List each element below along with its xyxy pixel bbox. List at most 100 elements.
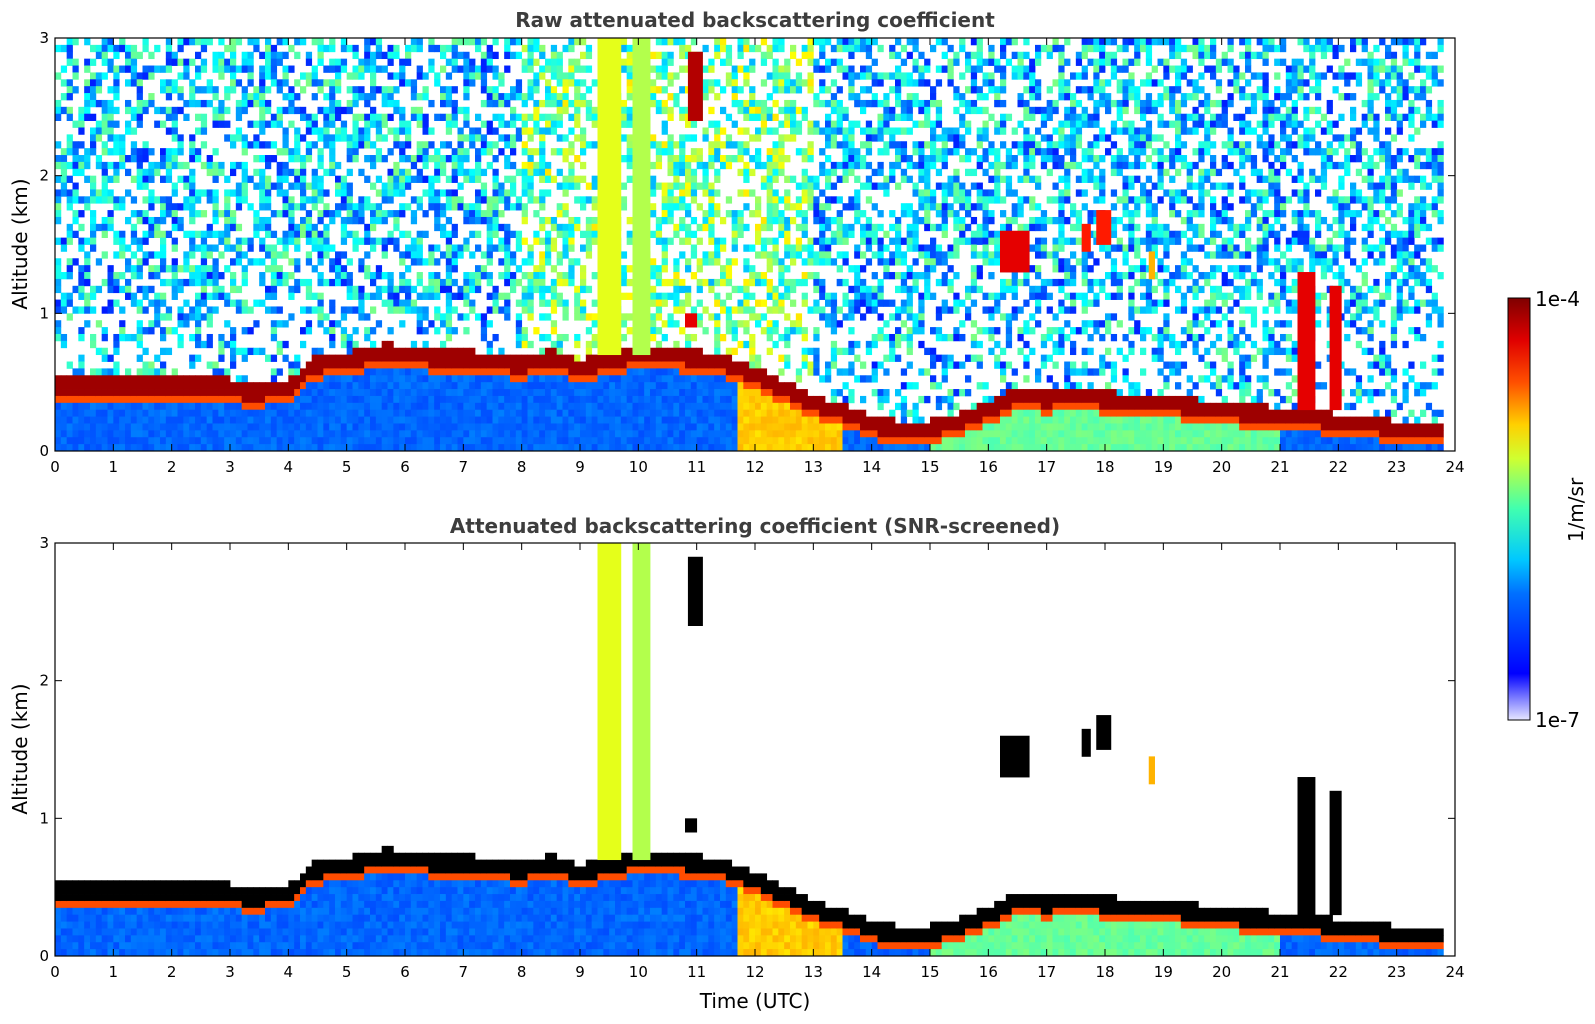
backscatter-cell: [346, 416, 353, 424]
backscatter-cell: [305, 113, 313, 121]
backscatter-cell: [696, 354, 703, 362]
backscatter-cell: [317, 402, 324, 411]
backscatter-cell: [825, 402, 832, 411]
backscatter-cell: [679, 327, 686, 335]
backscatter-cell: [475, 113, 482, 121]
backscatter-cell: [311, 175, 318, 183]
backscatter-cell: [189, 313, 196, 321]
backscatter-cell: [305, 79, 313, 87]
backscatter-cell: [90, 402, 97, 411]
backscatter-cell: [445, 230, 453, 239]
backscatter-cell: [644, 368, 651, 376]
backscatter-cell: [480, 313, 488, 321]
backscatter-cell: [597, 354, 604, 362]
backscatter-cell: [550, 416, 558, 424]
backscatter-cell: [335, 79, 342, 87]
backscatter-cell: [323, 395, 330, 404]
backscatter-cell: [708, 182, 715, 190]
backscatter-cell: [550, 237, 558, 245]
backscatter-cell: [405, 58, 412, 66]
backscatter-cell: [597, 402, 604, 411]
backscatter-cell: [772, 148, 779, 156]
backscatter-cell: [148, 368, 155, 376]
backscatter-cell: [55, 375, 62, 383]
backscatter-cell: [329, 320, 336, 328]
backscatter-cell: [136, 272, 143, 280]
backscatter-cell: [212, 58, 219, 66]
backscatter-cell: [323, 127, 330, 135]
backscatter-cell: [381, 340, 388, 349]
backscatter-cell: [282, 106, 289, 115]
backscatter-cell: [556, 340, 563, 349]
backscatter-cell: [165, 347, 173, 356]
backscatter-cell: [323, 79, 330, 87]
backscatter-cell: [790, 244, 797, 252]
backscatter-cell: [259, 395, 266, 404]
backscatter-cell: [370, 155, 377, 163]
backscatter-cell: [772, 127, 779, 135]
backscatter-cell: [352, 423, 359, 431]
backscatter-cell: [562, 444, 569, 452]
backscatter-cell: [329, 210, 336, 218]
backscatter-cell: [113, 423, 120, 431]
backscatter-cell: [515, 389, 523, 397]
backscatter-cell: [55, 320, 62, 328]
backscatter-cell: [84, 272, 91, 280]
backscatter-cell: [521, 258, 528, 266]
backscatter-cell: [381, 182, 388, 190]
backscatter-cell: [673, 320, 680, 328]
backscatter-cell: [620, 58, 628, 66]
backscatter-cell: [708, 382, 715, 390]
backscatter-cell: [469, 285, 476, 294]
backscatter-cell: [72, 444, 79, 452]
backscatter-cell: [55, 437, 62, 445]
backscatter-cell: [340, 44, 348, 53]
backscatter-cell: [778, 368, 785, 376]
backscatter-cell: [661, 409, 668, 417]
backscatter-cell: [673, 272, 680, 280]
backscatter-cell: [405, 141, 412, 149]
backscatter-cell: [521, 272, 528, 280]
backscatter-cell: [113, 340, 120, 349]
backscatter-cell: [78, 292, 85, 300]
backscatter-cell: [556, 430, 563, 438]
backscatter-cell: [591, 368, 598, 376]
backscatter-cell: [405, 375, 412, 383]
backscatter-cell: [755, 223, 762, 232]
backscatter-cell: [720, 395, 727, 404]
backscatter-cell: [568, 265, 575, 273]
backscatter-cell: [807, 203, 814, 211]
backscatter-cell: [212, 203, 219, 211]
backscatter-cell: [486, 216, 493, 225]
backscatter-cell: [381, 155, 388, 163]
backscatter-cell: [749, 423, 756, 431]
backscatter-cell: [527, 340, 534, 349]
backscatter-cell: [195, 210, 202, 218]
backscatter-cell: [160, 375, 167, 383]
backscatter-cell: [580, 148, 587, 156]
backscatter-cell: [813, 237, 820, 245]
backscatter-cell: [416, 347, 423, 356]
backscatter-cell: [451, 155, 458, 163]
backscatter-cell: [440, 395, 447, 404]
backscatter-cell: [329, 409, 336, 417]
backscatter-cell: [685, 430, 692, 438]
backscatter-cell: [171, 258, 178, 266]
backscatter-cell: [667, 72, 674, 80]
backscatter-cell: [125, 44, 132, 53]
backscatter-cell: [463, 402, 470, 411]
backscatter-cell: [212, 210, 219, 218]
backscatter-cell: [352, 216, 359, 225]
backscatter-cell: [743, 299, 750, 307]
backscatter-cell: [422, 375, 429, 383]
backscatter-cell: [241, 430, 248, 438]
backscatter-cell: [486, 161, 493, 170]
backscatter-cell: [311, 127, 318, 135]
backscatter-cell: [475, 416, 482, 424]
backscatter-cell: [661, 278, 668, 287]
backscatter-cell: [119, 430, 126, 438]
backscatter-cell: [253, 141, 260, 149]
backscatter-cell: [434, 79, 441, 87]
backscatter-cell: [340, 361, 348, 369]
backscatter-cell: [813, 93, 820, 101]
